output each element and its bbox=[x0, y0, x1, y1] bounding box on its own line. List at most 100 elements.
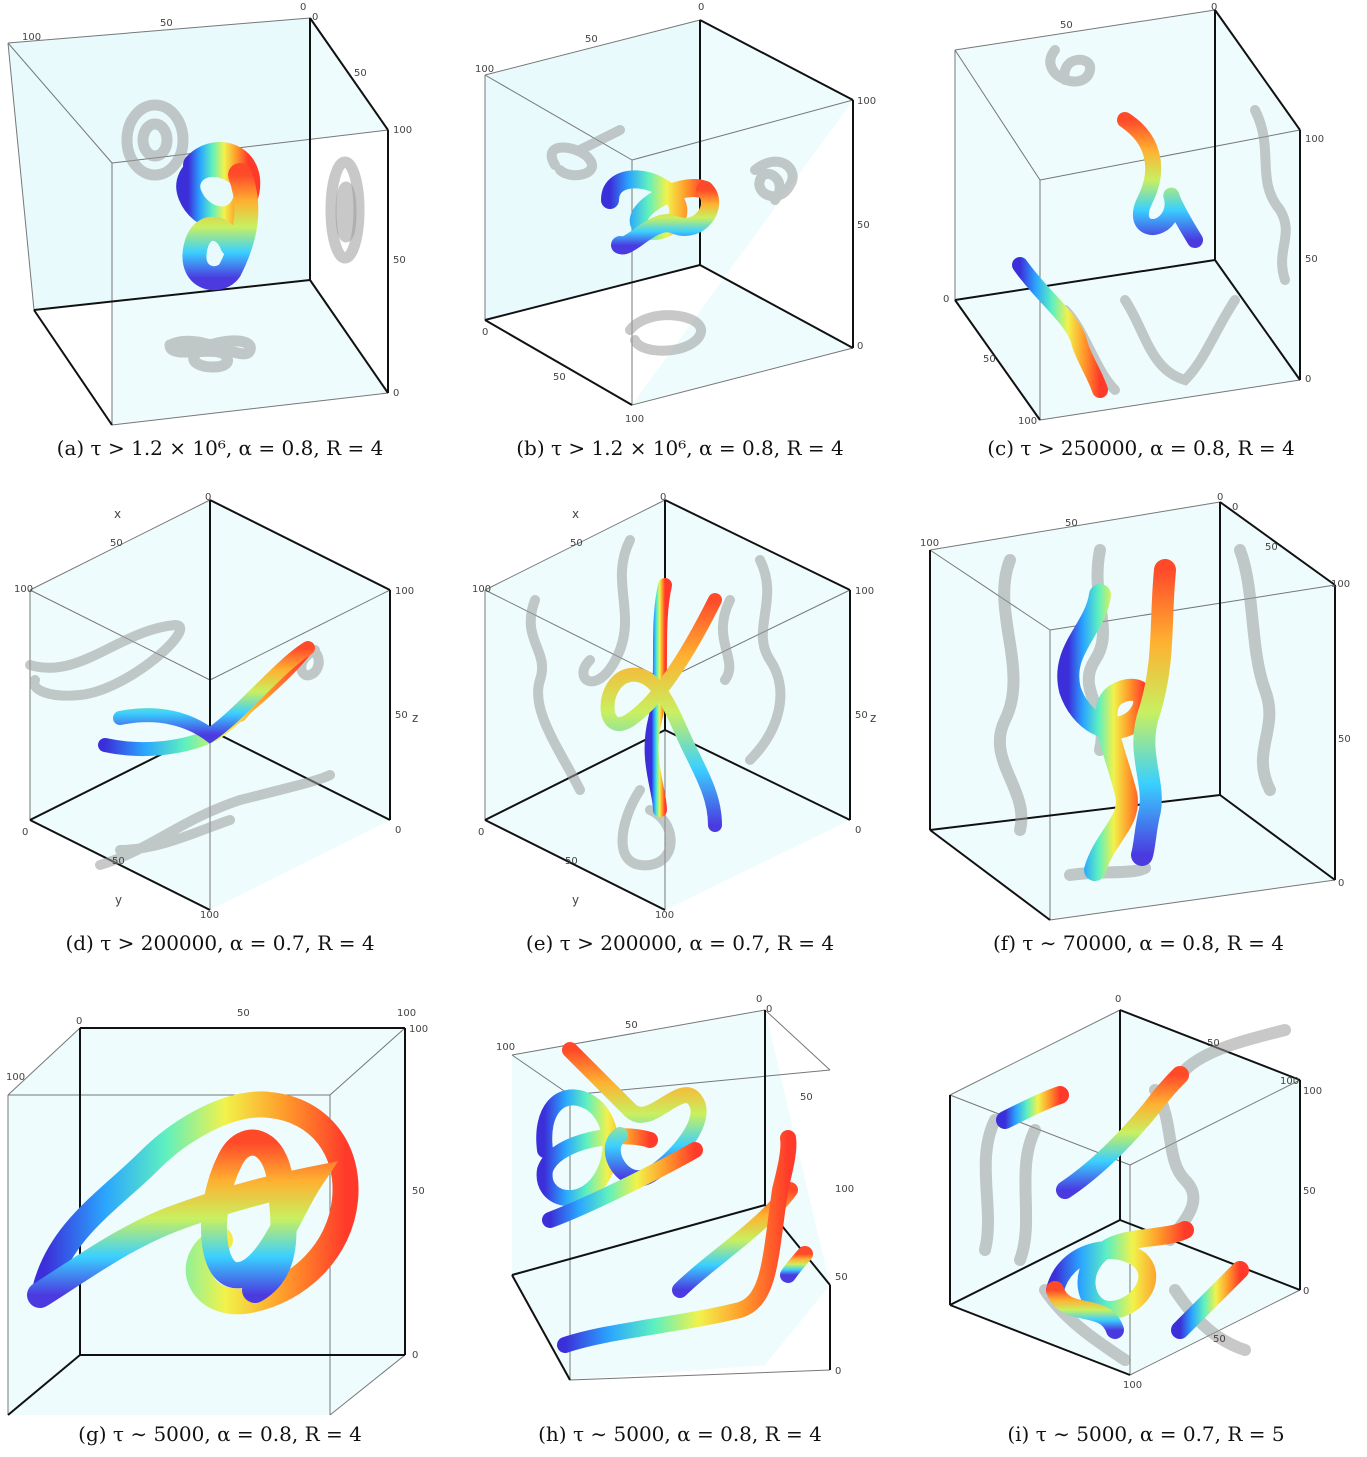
tick-label: 100 bbox=[835, 1184, 854, 1195]
tick-label: 50 bbox=[110, 538, 123, 549]
tick-label: 100 bbox=[655, 910, 674, 921]
knot-tube bbox=[601, 170, 720, 255]
panel-i-plot: 0 50 100 100 50 0 50 100 bbox=[949, 994, 1322, 1391]
tick-label: 50 bbox=[570, 538, 583, 549]
tick-label: 50 bbox=[1060, 20, 1073, 31]
box-edge-dark bbox=[929, 829, 1051, 921]
knot-tube bbox=[1012, 112, 1203, 398]
box-edge-dark bbox=[484, 264, 701, 321]
tick-label: 50 bbox=[857, 220, 870, 231]
box-edge bbox=[29, 589, 211, 681]
box-edge-dark bbox=[209, 499, 391, 591]
knot-tube bbox=[1057, 559, 1176, 881]
tick-label: 100 bbox=[409, 1024, 428, 1035]
tick-label: 0 bbox=[766, 1004, 772, 1015]
tick-label: 50 bbox=[393, 255, 406, 266]
tick-label: 100 bbox=[22, 32, 41, 43]
box-edge-dark bbox=[699, 264, 854, 349]
tick-label: 100 bbox=[1018, 416, 1037, 427]
tick-label: 0 bbox=[943, 294, 949, 305]
box-edge bbox=[329, 1354, 406, 1416]
tick-label: 50 bbox=[565, 856, 578, 867]
panel-f: 0 50 100 0 50 100 50 0 (f) τ ∼ 70000, α … bbox=[910, 490, 1367, 965]
tick-label: 0 bbox=[855, 825, 861, 836]
tick-label: 0 bbox=[205, 492, 211, 503]
tick-label: 50 bbox=[412, 1186, 425, 1197]
panel-g-plot: 0 50 100 100 100 50 0 bbox=[6, 1008, 428, 1416]
tick-label: 100 bbox=[200, 910, 219, 921]
tick-label: 50 bbox=[1305, 254, 1318, 265]
knot-tube bbox=[536, 1042, 813, 1353]
tick-label: 100 bbox=[14, 584, 33, 595]
box-edge-dark bbox=[29, 819, 211, 911]
box-edge-dark bbox=[664, 729, 851, 821]
axis-label-z: z bbox=[412, 711, 418, 725]
panel-e: 0 50 100 100 50 0 0 50 100 x y z (e) τ >… bbox=[460, 490, 900, 965]
tick-label: 100 bbox=[920, 538, 939, 549]
knot-tube bbox=[27, 1091, 359, 1315]
tick-label: 50 bbox=[553, 372, 566, 383]
tick-label: 50 bbox=[112, 856, 125, 867]
tick-label: 100 bbox=[393, 125, 412, 136]
box-edge bbox=[7, 1027, 81, 1096]
tick-label: 100 bbox=[1331, 579, 1350, 590]
tick-label: 0 bbox=[395, 825, 401, 836]
box-edge-dark bbox=[1214, 259, 1301, 381]
tick-label: 50 bbox=[1338, 734, 1351, 745]
tick-label: 0 bbox=[857, 341, 863, 352]
panel-b-plot: 0 50 100 100 50 0 0 50 100 bbox=[475, 2, 876, 425]
tick-label: 0 bbox=[698, 2, 704, 13]
tick-label: 50 bbox=[237, 1008, 250, 1019]
box-edge bbox=[484, 74, 633, 161]
tick-label: 0 bbox=[1217, 492, 1223, 503]
box-edge-dark bbox=[33, 309, 113, 426]
panel-caption: (e) τ > 200000, α = 0.7, R = 4 bbox=[525, 931, 835, 955]
tick-label: 100 bbox=[397, 1008, 416, 1019]
tick-label: 0 bbox=[1211, 2, 1217, 13]
knot-shadow bbox=[525, 535, 786, 871]
tick-label: 50 bbox=[395, 710, 408, 721]
panel-c-plot: 0 50 100 50 0 0 50 100 bbox=[943, 2, 1324, 427]
tick-label: 100 bbox=[1123, 1380, 1142, 1391]
knot-tube bbox=[176, 142, 261, 291]
tick-label: 0 bbox=[660, 492, 666, 503]
tick-label: 100 bbox=[857, 96, 876, 107]
tick-label: 50 bbox=[354, 68, 367, 79]
knot-tube bbox=[98, 641, 315, 756]
tick-label: 100 bbox=[6, 1072, 25, 1083]
box-edge bbox=[929, 501, 1221, 551]
box-edge bbox=[954, 9, 1216, 51]
box-edge bbox=[1049, 879, 1336, 921]
panel-i: 0 50 100 100 50 0 50 100 (i) τ ∼ 5000, α… bbox=[925, 990, 1367, 1457]
panel-caption: (i) τ ∼ 5000, α = 0.7, R = 5 bbox=[1007, 1422, 1285, 1446]
tick-label: 50 bbox=[1207, 1038, 1220, 1049]
panel-caption: (f) τ ∼ 70000, α = 0.8, R = 4 bbox=[993, 931, 1284, 955]
tick-label: 50 bbox=[585, 34, 598, 45]
box-edge bbox=[1129, 1079, 1301, 1166]
panel-h: 0 50 100 0 50 100 50 0 (h) τ ∼ 5000, α =… bbox=[460, 990, 900, 1457]
box-edge-dark bbox=[7, 1354, 81, 1416]
tick-label: 0 bbox=[835, 1366, 841, 1377]
panel-caption: (g) τ ∼ 5000, α = 0.8, R = 4 bbox=[78, 1422, 362, 1446]
box-edge-dark bbox=[954, 259, 1216, 301]
box-edge bbox=[764, 1009, 831, 1071]
box-edge bbox=[569, 1369, 831, 1381]
tick-label: 100 bbox=[1305, 134, 1324, 145]
tick-label: 0 bbox=[482, 327, 488, 338]
tick-label: 50 bbox=[835, 1272, 848, 1283]
box-edge bbox=[484, 19, 701, 76]
box-edge-dark bbox=[949, 1304, 1131, 1376]
panel-caption: (d) τ > 200000, α = 0.7, R = 4 bbox=[65, 931, 375, 955]
box-edge-dark bbox=[309, 17, 389, 131]
box-edge bbox=[484, 589, 666, 681]
tick-label: 50 bbox=[1065, 518, 1078, 529]
tick-label: 50 bbox=[1265, 542, 1278, 553]
tick-label: 100 bbox=[625, 414, 644, 425]
box-edge bbox=[511, 1054, 571, 1096]
tick-label: 100 bbox=[1303, 1086, 1322, 1097]
box-edge-dark bbox=[511, 1274, 571, 1381]
axis-label-x: x bbox=[114, 507, 121, 521]
panel-a-plot: 0 50 100 0 50 100 50 0 bbox=[7, 2, 412, 426]
panel-e-plot: 0 50 100 100 50 0 0 50 100 x y z bbox=[472, 492, 876, 921]
box-edge bbox=[7, 42, 113, 164]
